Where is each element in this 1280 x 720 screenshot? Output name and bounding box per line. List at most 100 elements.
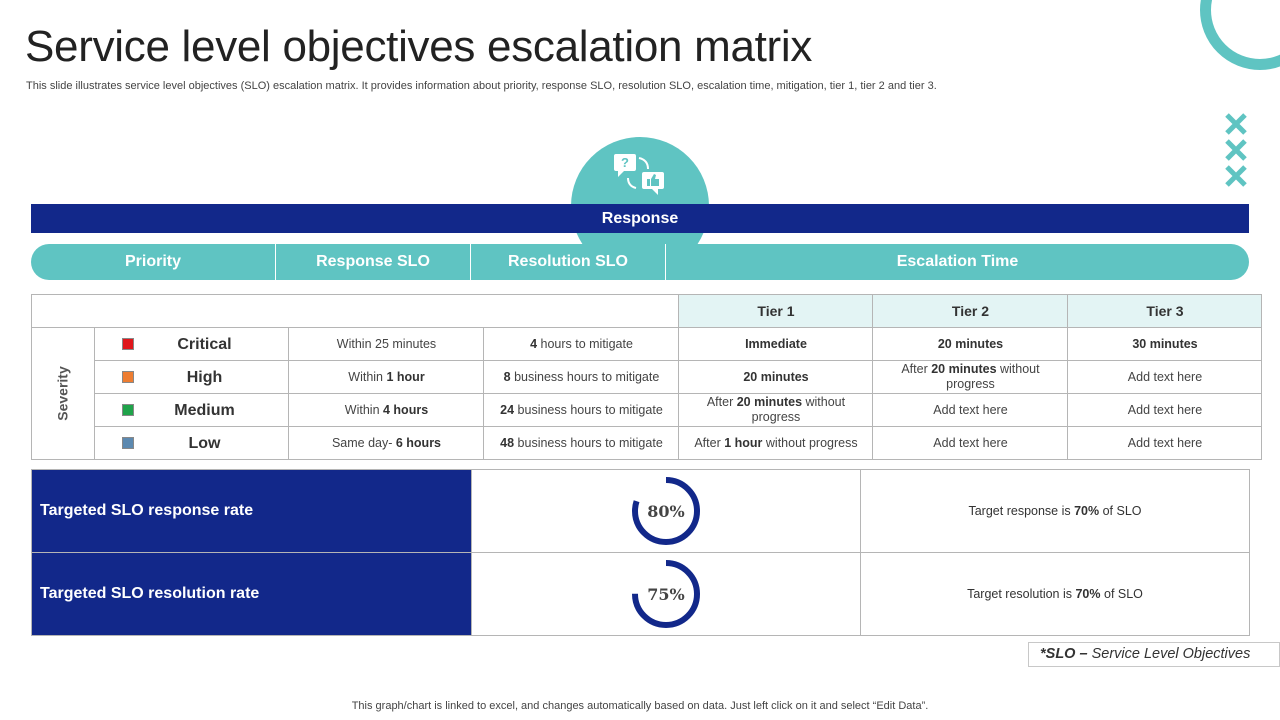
tier-2-header: Tier 2 (872, 294, 1069, 328)
rates-table: Targeted SLO response rate 80% Target resp… (31, 469, 1250, 636)
cell-text: 1 hour (386, 369, 425, 384)
cell-text: 6 hours (395, 435, 442, 450)
table-row: Severity Critical Within 25 minutes 4 hours… (30, 327, 1263, 460)
cross-icon (1225, 113, 1247, 135)
cell-text: 48 (500, 435, 515, 450)
decorative-crosses (1224, 112, 1250, 190)
priority-cell: Critical (94, 327, 290, 361)
rate-note-text: Target response is (968, 504, 1075, 518)
cell-text: 8 (503, 369, 511, 384)
donut-chart: 75% (632, 560, 700, 628)
cell-text: Add text here (933, 435, 1008, 450)
priority-color-swatch (122, 437, 135, 450)
priority-name: Critical (177, 335, 232, 353)
priority-color-swatch (122, 338, 135, 351)
priority-name: High (186, 368, 223, 386)
rate-row: Targeted SLO response rate 80% Target resp… (31, 469, 1250, 553)
rate-note-text: of SLO (1099, 504, 1142, 518)
cell-text: 20 minutes (931, 362, 997, 376)
tier-1-cell: 20 minutes (678, 360, 874, 394)
cell-text: 1 hour (724, 435, 763, 450)
cell-text: without progress (946, 362, 1040, 391)
tier-3-cell: Add text here (1067, 426, 1263, 460)
response-slo-cell: Within 1 hour (288, 360, 485, 394)
response-slo-cell: Within 4 hours (288, 393, 485, 427)
severity-label-cell: Severity (30, 327, 96, 460)
tier-1-cell: After 20 minutes without progress (678, 393, 874, 427)
decorative-arc (1200, 0, 1280, 70)
donut-arc (632, 477, 700, 545)
tier-3-header: Tier 3 (1067, 294, 1263, 328)
table-row: Medium Within 4 hours 24 business hours to… (32, 393, 1263, 427)
priority-cell: Low (94, 426, 290, 460)
priority-cell: Medium (94, 393, 290, 427)
chat-feedback-icon: ? (614, 154, 664, 195)
cell-text: hours to mitigate (537, 336, 633, 351)
priority-cell: High (94, 360, 290, 394)
header-priority: Priority (31, 244, 276, 280)
escalation-table: Tier 1 Tier 2 Tier 3 Severity Critical Wit… (30, 294, 1263, 460)
tier-header-row: Tier 1 Tier 2 Tier 3 (30, 294, 1263, 328)
rate-note-text: of SLO (1100, 587, 1143, 601)
priority-name: Medium (174, 401, 235, 419)
rate-donut-cell: 75% (471, 552, 861, 636)
cell-text: Same day- (331, 435, 396, 450)
slo-footnote-text: Service Level Objectives (1091, 646, 1251, 662)
cross-icon (1225, 165, 1247, 187)
cell-text: 4 (530, 336, 538, 351)
cell-text: 24 (500, 402, 515, 417)
donut-arc (632, 560, 700, 628)
rate-note-value: 70% (1075, 587, 1101, 601)
rate-donut-cell: 80% (471, 469, 861, 553)
tier-2-cell: Add text here (872, 426, 1069, 460)
cell-text: Immediate (745, 336, 807, 351)
cell-text: business hours to mitigate (510, 369, 660, 384)
cell-text: 30 minutes (1132, 336, 1198, 351)
cell-text: 4 hours (383, 402, 429, 417)
cell-text: business hours to mitigate (514, 435, 663, 450)
tier-1-cell: After 1 hour without progress (678, 426, 874, 460)
cell-text: Within 25 minutes (336, 336, 437, 351)
empty-cell (30, 294, 680, 328)
slo-footnote: *SLO – Service Level Objectives (1028, 642, 1280, 667)
cell-text: 20 minutes (743, 369, 809, 384)
tier-1-cell: Immediate (678, 327, 874, 361)
resolution-slo-cell: 24 business hours to mitigate (483, 393, 680, 427)
rate-label: Targeted SLO resolution rate (31, 552, 472, 636)
rate-note: Target resolution is 70% of SLO (860, 552, 1250, 636)
response-bar: Response (31, 204, 1249, 233)
rate-label: Targeted SLO response rate (31, 469, 472, 553)
cell-text: Add text here (1127, 402, 1203, 417)
tier-3-cell: Add text here (1067, 360, 1263, 394)
cell-text: Add text here (1127, 435, 1203, 450)
cell-text: Add text here (933, 402, 1008, 417)
cell-text: 20 minutes (736, 395, 803, 409)
cell-text: After (694, 435, 725, 450)
priority-name: Low (188, 434, 221, 452)
tier-3-cell: 30 minutes (1067, 327, 1263, 361)
rate-note-text: Target resolution is (967, 587, 1076, 601)
cell-text: After (901, 362, 932, 376)
priority-color-swatch (122, 371, 135, 384)
page-subtitle: This slide illustrates service level obj… (26, 80, 937, 92)
tier-2-cell: Add text here (872, 393, 1069, 427)
tier-2-cell: After 20 minutes without progress (872, 360, 1069, 394)
cell-text: 20 minutes (937, 336, 1004, 351)
cell-text: without progress (762, 435, 858, 450)
tier-2-cell: 20 minutes (872, 327, 1069, 361)
cell-text: business hours to mitigate (514, 402, 663, 417)
severity-label: Severity (54, 366, 71, 421)
footer-note: This graph/chart is linked to excel, and… (351, 700, 929, 712)
priority-color-swatch (122, 404, 135, 417)
slo-footnote-abbr: *SLO – (1040, 646, 1092, 662)
donut-chart: 80% (632, 477, 700, 545)
column-header-bar: Priority Response SLO Resolution SLO Esc… (31, 244, 1249, 280)
cell-text: without progress (751, 395, 846, 424)
table-row: Low Same day- 6 hours 48 business hours to… (32, 426, 1263, 460)
response-slo-cell: Within 25 minutes (288, 327, 485, 361)
donut-percent: 75% (647, 585, 684, 604)
resolution-slo-cell: 4 hours to mitigate (483, 327, 680, 361)
table-row: High Within 1 hour 8 business hours to mit… (32, 360, 1263, 394)
cell-text: Add text here (1127, 369, 1203, 384)
tier-3-cell: Add text here (1067, 393, 1263, 427)
